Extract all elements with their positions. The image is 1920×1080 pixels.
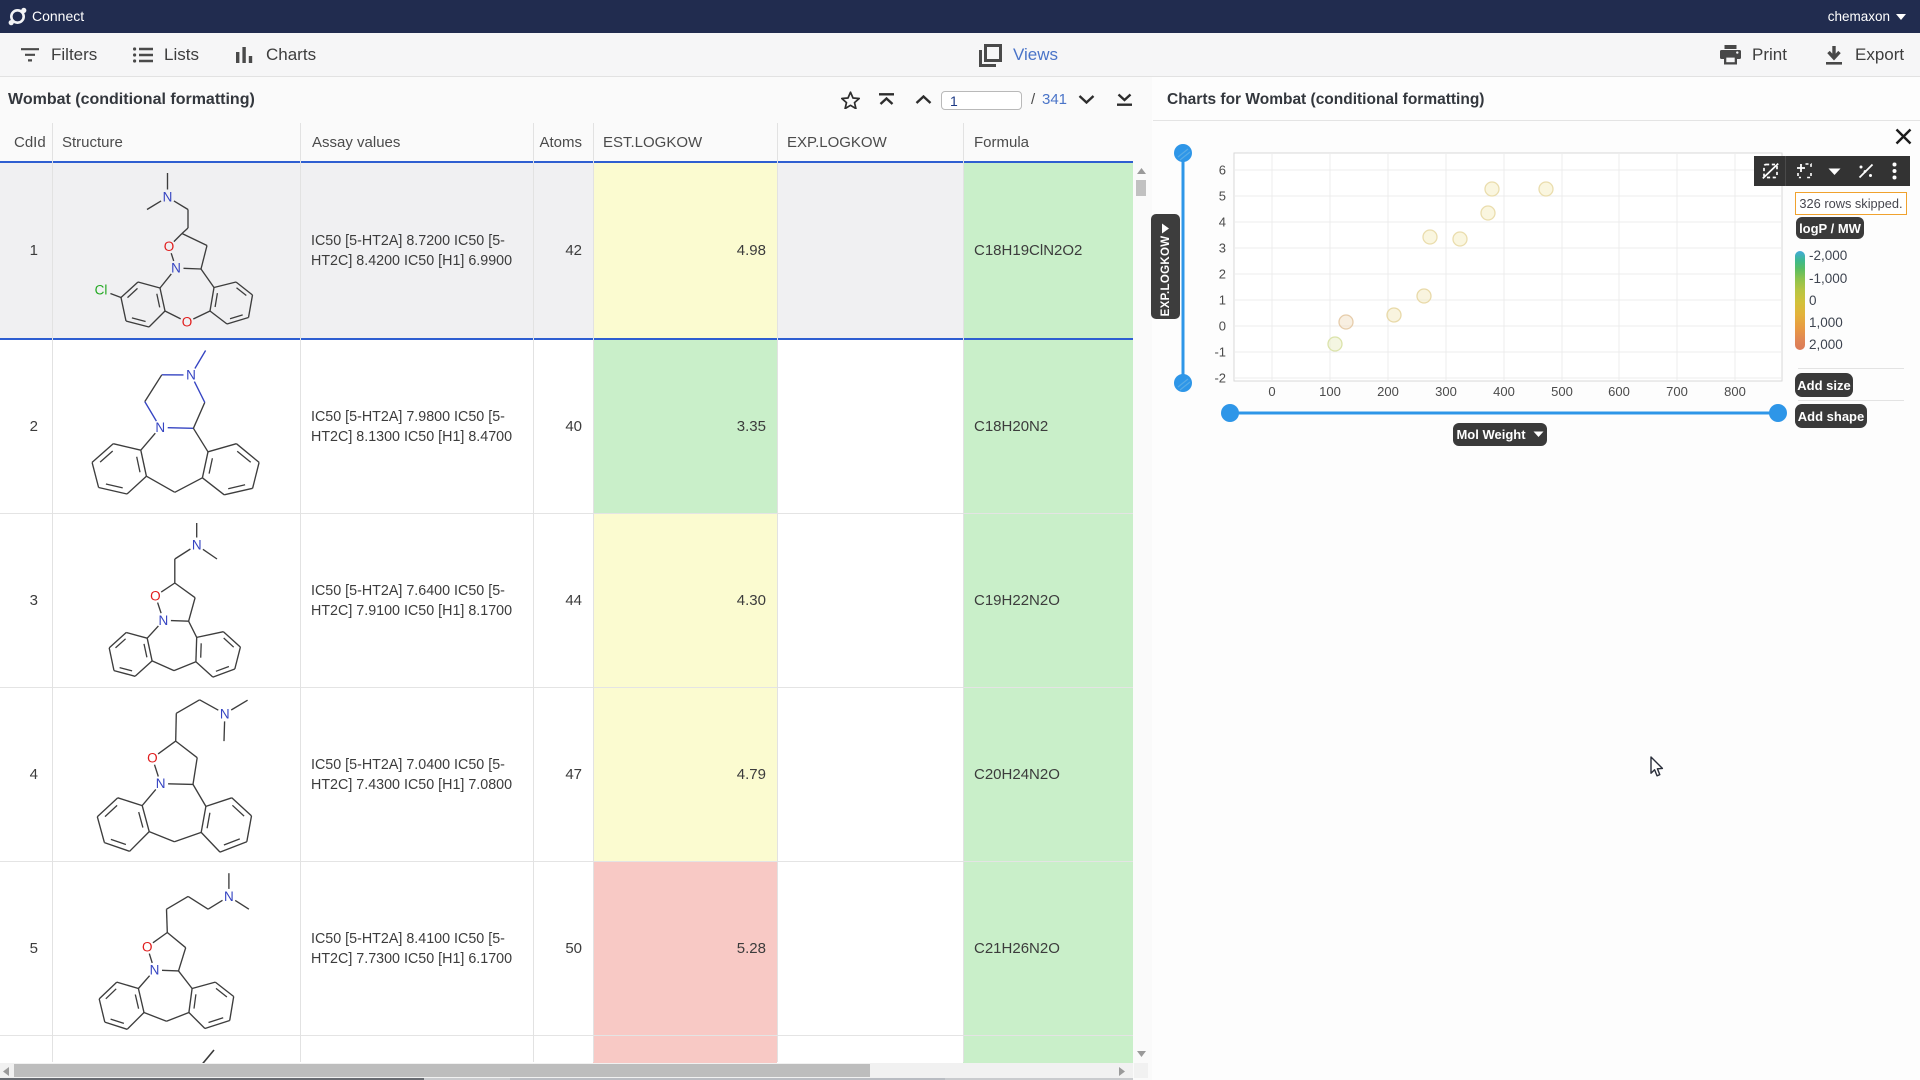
svg-text:N: N (220, 706, 230, 721)
svg-text:Cl: Cl (95, 283, 108, 298)
svg-text:700: 700 (1666, 384, 1688, 399)
svg-text:200: 200 (1377, 384, 1399, 399)
svg-text:4: 4 (1219, 215, 1226, 230)
svg-text:O: O (150, 589, 161, 604)
svg-text:O: O (147, 751, 158, 766)
svg-text:O: O (142, 939, 153, 954)
svg-text:300: 300 (1435, 384, 1457, 399)
svg-text:1: 1 (1219, 293, 1226, 308)
svg-text:N: N (224, 889, 234, 904)
svg-text:800: 800 (1724, 384, 1746, 399)
svg-text:N: N (159, 613, 169, 628)
svg-text:N: N (163, 190, 173, 205)
svg-text:3: 3 (1219, 241, 1226, 256)
svg-text:600: 600 (1608, 384, 1630, 399)
svg-text:2: 2 (1219, 267, 1226, 282)
svg-text:N: N (192, 538, 202, 553)
svg-text:-1: -1 (1214, 345, 1226, 360)
svg-text:6: 6 (1219, 163, 1226, 178)
svg-text:100: 100 (1319, 384, 1341, 399)
svg-text:N: N (186, 367, 196, 382)
svg-text:N: N (156, 776, 166, 791)
svg-text:-2: -2 (1214, 371, 1226, 386)
svg-text:5: 5 (1219, 189, 1226, 204)
svg-text:0: 0 (1268, 384, 1275, 399)
svg-text:O: O (182, 315, 193, 330)
svg-text:N: N (155, 420, 165, 435)
svg-text:O: O (164, 239, 175, 254)
svg-text:0: 0 (1219, 319, 1226, 334)
svg-text:400: 400 (1493, 384, 1515, 399)
svg-text:500: 500 (1551, 384, 1573, 399)
svg-text:N: N (171, 261, 181, 276)
svg-text:N: N (150, 963, 160, 978)
